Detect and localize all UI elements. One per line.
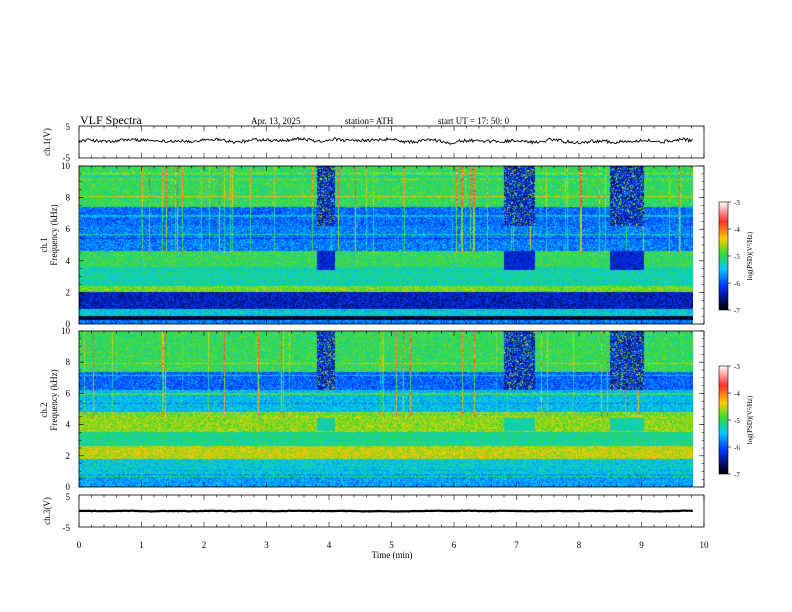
ch1-colorbar (718, 201, 729, 311)
ch3-ytick-top: 5 (66, 492, 71, 502)
x-tick-label: 10 (700, 540, 710, 550)
colorbar-tick-label: -5 (734, 253, 740, 261)
x-tick-label: 2 (202, 540, 207, 550)
ch1-colorbar-label: log(PSD)(V²/Hz) (746, 231, 754, 280)
ch2-colorbar (718, 365, 729, 475)
colorbar-tick-label: -3 (734, 199, 740, 207)
y-tick-label: 0 (66, 482, 71, 492)
ch3-waveform-panel: 5 -5 ch.3(V) (42, 492, 705, 533)
x-tick-label: 1 (139, 540, 144, 550)
ch3-ytick-bottom: -5 (63, 523, 71, 533)
colorbar-tick-label: -7 (734, 307, 740, 315)
x-tick-label: 7 (514, 540, 519, 550)
y-tick-label: 2 (66, 287, 71, 297)
ch2-spectrogram-ylabel-freq: Frequency (kHz) (49, 369, 59, 430)
ch1-spectrogram-canvas (79, 166, 693, 324)
colorbar-tick-label: -4 (734, 390, 740, 398)
ch1-ytick-top: 5 (66, 122, 71, 132)
y-tick-label: 8 (66, 193, 71, 203)
ch1-spectrogram-ylabel-channel: ch.1 (39, 237, 49, 252)
chart-title: VLF Spectra (80, 113, 142, 127)
ch1-colorbar-ticks: -3 -4 -5 -6 -7 (728, 199, 740, 315)
y-tick-label: 4 (66, 420, 71, 430)
x-tick-label: 6 (452, 540, 457, 550)
ch3-waveform-ticks (78, 495, 705, 527)
ch2-spectrogram-yticks: 0 2 4 6 8 10 (61, 326, 704, 492)
x-tick-label: 5 (389, 540, 394, 550)
ch2-colorbar-label: log(PSD)(V²/Hz) (746, 395, 754, 444)
colorbar-tick-label: -6 (734, 444, 740, 452)
colorbar-tick-label: -4 (734, 226, 740, 234)
station-label: station= ATH (345, 116, 394, 126)
x-tick-label: 9 (639, 540, 644, 550)
ch3-ylabel: ch.3(V) (42, 497, 52, 525)
colorbar-tick-label: -6 (734, 280, 740, 288)
x-axis-label: Time (min) (372, 550, 413, 560)
date-label: Apr. 13, 2025 (251, 116, 301, 126)
y-tick-label: 10 (61, 161, 71, 171)
y-tick-label: 6 (66, 224, 71, 234)
start-time-label: start UT = 17: 50: 0 (438, 116, 510, 126)
ch1-waveform-ticks (78, 126, 705, 158)
x-tick-label: 0 (77, 540, 82, 550)
x-tick-label: 8 (577, 540, 582, 550)
ch2-spectrogram-ylabel-channel: ch.2 (39, 402, 49, 417)
x-axis-tick-labels: 0 1 2 3 4 5 6 7 8 9 10 (77, 540, 709, 550)
ch2-spectrogram-xticks (78, 331, 705, 487)
ch1-spectrogram-yticks: 0 2 4 6 8 10 (61, 161, 704, 329)
colorbar-tick-label: -3 (734, 363, 740, 371)
ch2-colorbar-ticks: -3 -4 -5 -6 -7 (728, 363, 740, 479)
colorbar-tick-label: -7 (734, 471, 740, 479)
ch1-waveform-panel: 5 -5 ch.1(V) (42, 122, 705, 163)
y-tick-label: 8 (66, 357, 71, 367)
ch1-spectrogram-xticks (78, 166, 705, 324)
y-tick-label: 10 (61, 326, 71, 336)
x-tick-label: 4 (327, 540, 332, 550)
y-tick-label: 6 (66, 388, 71, 398)
x-tick-label: 3 (264, 540, 269, 550)
ch3-waveform-line (78, 509, 693, 513)
ch1-ylabel: ch.1(V) (42, 128, 52, 156)
ch1-waveform-line (78, 136, 693, 146)
ch1-spectrogram-ylabel-freq: Frequency (kHz) (49, 204, 59, 265)
y-tick-label: 2 (66, 451, 71, 461)
y-tick-label: 0 (66, 319, 71, 329)
ch2-spectrogram-canvas (79, 331, 693, 487)
colorbar-tick-label: -5 (734, 417, 740, 425)
ch1-ytick-bottom: -5 (63, 153, 71, 163)
y-tick-label: 4 (66, 256, 71, 266)
